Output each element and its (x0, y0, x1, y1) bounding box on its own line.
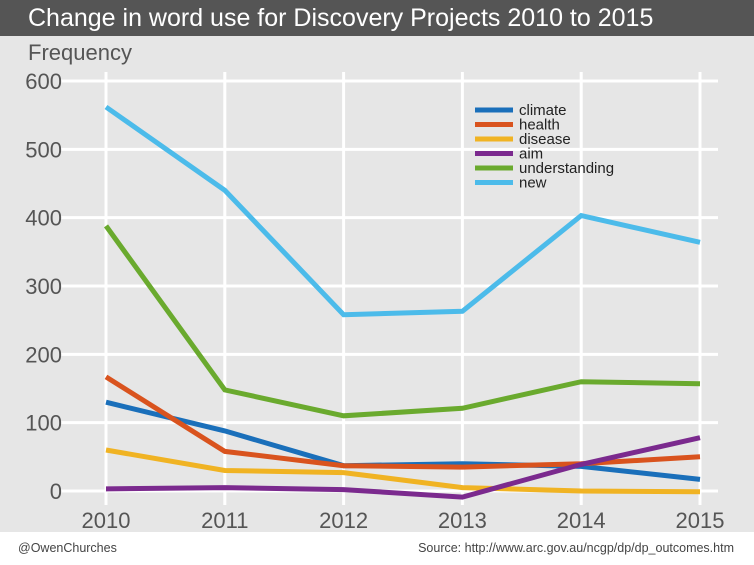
title-bar: Change in word use for Discovery Project… (0, 0, 754, 36)
legend-label-understanding: understanding (519, 160, 614, 177)
x-tick-label: 2011 (201, 508, 248, 532)
series-line-understanding (103, 224, 701, 419)
series-line-new (104, 104, 701, 318)
x-tick-label: 2012 (319, 508, 368, 532)
series-line-health (104, 374, 701, 470)
legend-label-new: new (519, 175, 547, 192)
legend-label-aim: aim (519, 146, 543, 163)
x-tick-label: 2013 (438, 508, 487, 532)
y-tick-label: 600 (25, 69, 62, 94)
y-tick-label: 100 (25, 411, 62, 436)
legend-label-health: health (519, 117, 560, 134)
grid-lines (60, 72, 718, 505)
series-line-disease (105, 447, 701, 495)
line-chart: 0 100 200 300 400 500 600 2010 2011 2012 2013 2014 2… (25, 40, 724, 532)
y-tick-label: 400 (25, 206, 62, 231)
series-lines (103, 104, 701, 500)
chart-title: Change in word use for Discovery Project… (28, 4, 654, 32)
y-tick-label: 0 (50, 479, 62, 504)
source-text: Source: http://www.arc.gov.au/ncgp/dp/dp… (418, 541, 734, 555)
series-line-aim (105, 435, 701, 500)
legend-label-disease: disease (519, 131, 571, 148)
axis-labels: 0 100 200 300 400 500 600 2010 2011 2012 2013 2014 2… (25, 40, 724, 532)
y-tick-label: 500 (25, 137, 62, 162)
x-tick-label: 2014 (557, 508, 606, 532)
x-tick-label: 2015 (676, 508, 725, 532)
y-tick-label: 300 (25, 274, 62, 299)
legend-label-climate: climate (519, 102, 567, 119)
x-tick-label: 2010 (82, 508, 131, 532)
y-axis-label: Frequency (28, 40, 132, 65)
credit-text: @OwenChurches (18, 541, 117, 555)
y-tick-label: 200 (25, 342, 62, 367)
